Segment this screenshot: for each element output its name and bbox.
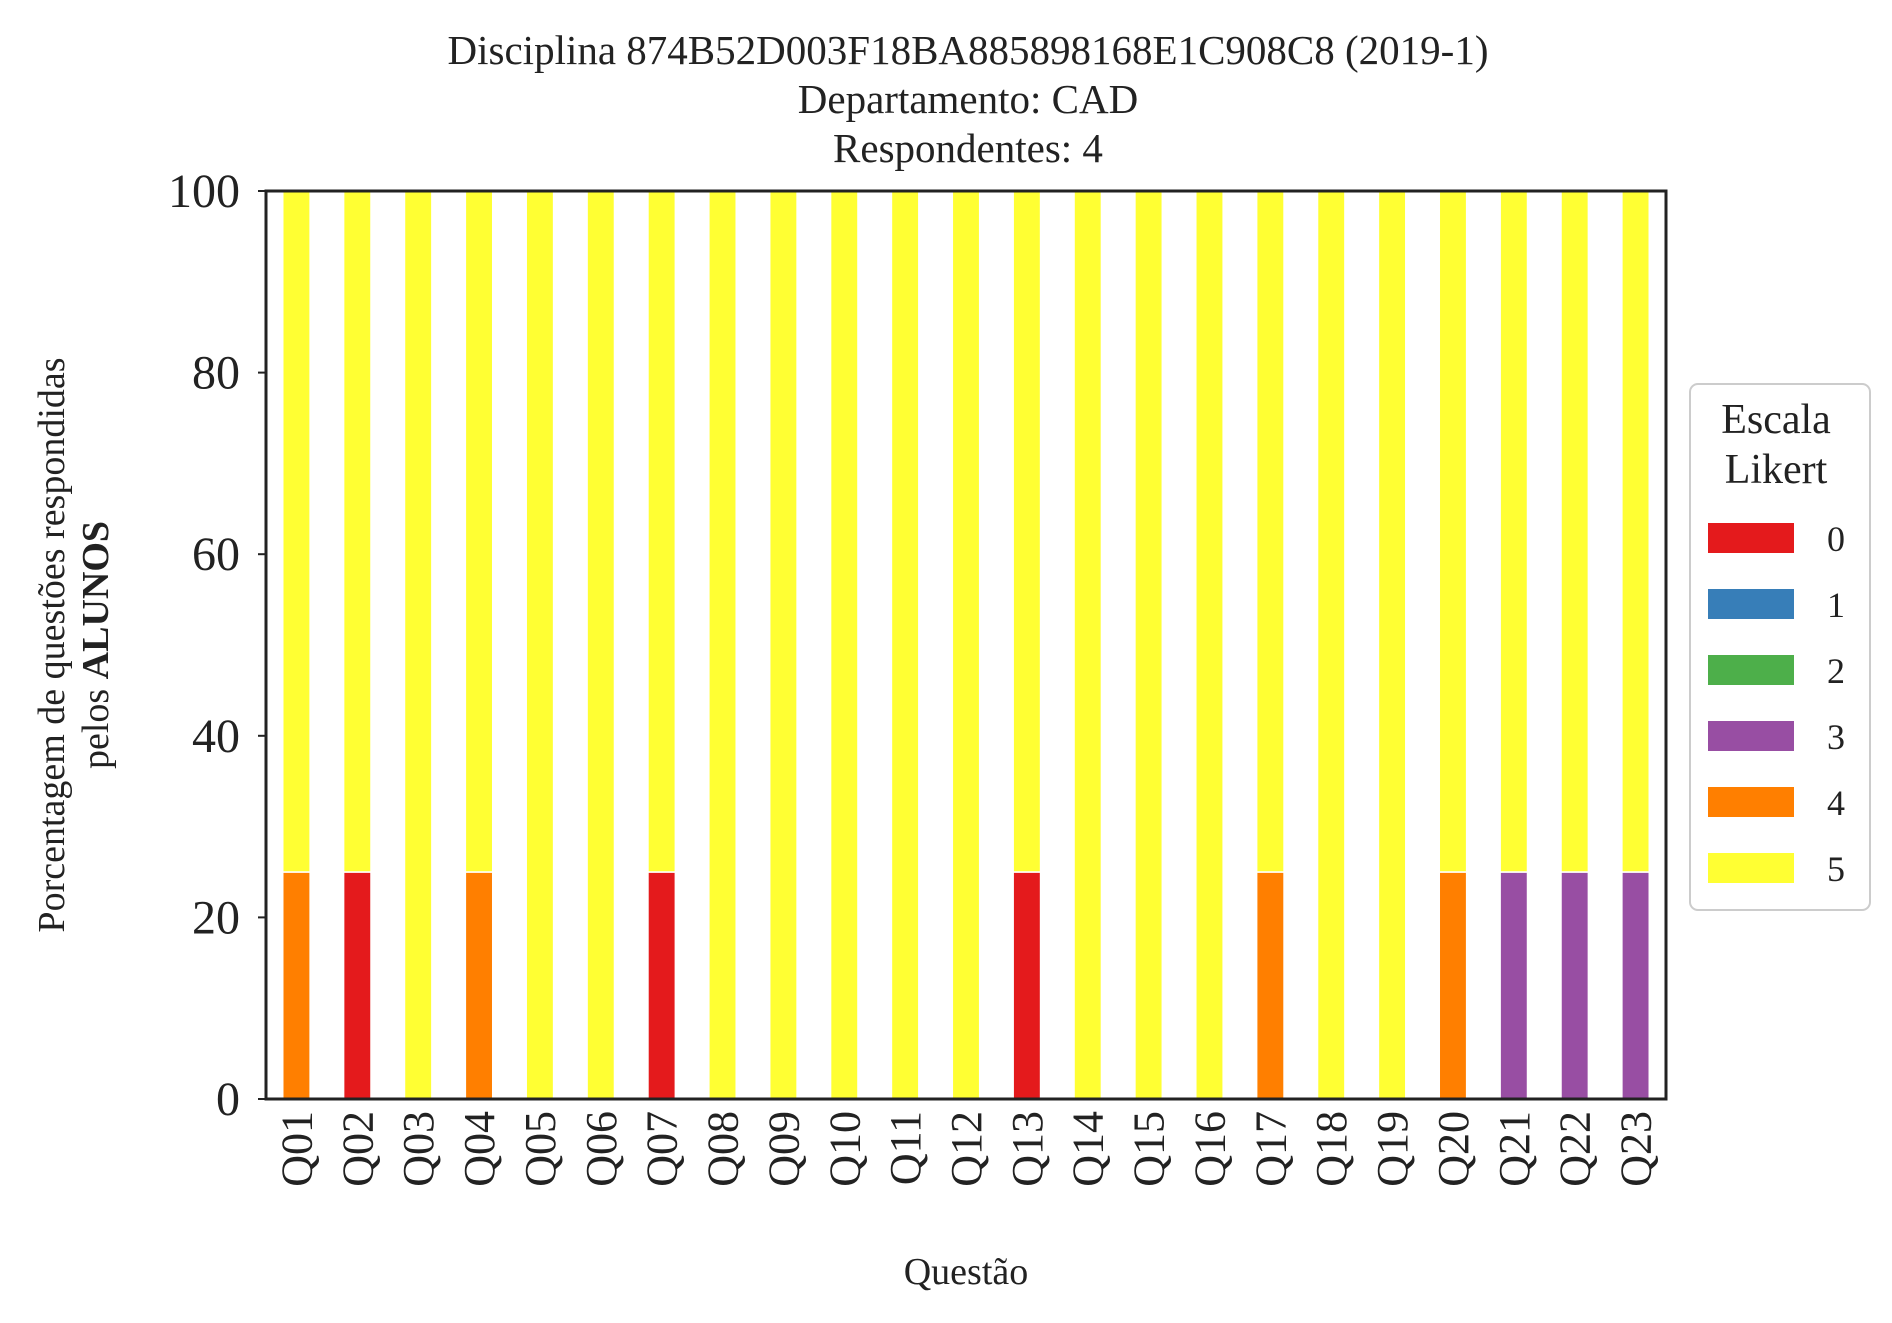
- legend-swatch-3: [1708, 721, 1794, 751]
- bar-segment-q05-level-5: [525, 190, 555, 1100]
- bar-segment-q02-level-0: [342, 871, 372, 1100]
- bar-segment-q01-level-4: [281, 871, 311, 1100]
- bar-segment-q13-level-5: [1012, 190, 1042, 873]
- bars-layer: [281, 190, 1651, 1100]
- y-axis-label-prefix: pelos: [75, 679, 117, 769]
- x-tick-label-q04: Q04: [455, 1111, 504, 1187]
- bar-segment-q04-level-5: [464, 190, 494, 873]
- x-tick-label-q23: Q23: [1612, 1111, 1661, 1187]
- bar-segment-q21-level-5: [1499, 190, 1529, 873]
- x-tick-label-q09: Q09: [759, 1111, 808, 1187]
- bar-segment-q14-level-5: [1073, 190, 1103, 1100]
- bar-segment-q09-level-5: [768, 190, 798, 1100]
- bar-segment-q22-level-3: [1560, 871, 1590, 1100]
- title-line-1: Disciplina 874B52D003F18BA885898168E1C90…: [448, 27, 1489, 73]
- legend-swatch-0: [1708, 523, 1794, 553]
- y-tick-label: 0: [216, 1073, 240, 1126]
- legend-title-line-1: Escala: [1721, 397, 1831, 443]
- chart-title: Disciplina 874B52D003F18BA885898168E1C90…: [448, 27, 1489, 171]
- bar-segment-q20-level-5: [1438, 190, 1468, 873]
- x-tick-label-q15: Q15: [1125, 1111, 1174, 1187]
- x-ticks-layer: Q01 Q02 Q03 Q04 Q05 Q06 Q07 Q08 Q09 Q10 Q11 Q12 Q13 Q…: [272, 1111, 1660, 1187]
- legend-label-0: 0: [1827, 519, 1845, 559]
- bar-segment-q12-level-5: [951, 190, 981, 1100]
- bar-segment-q20-level-4: [1438, 871, 1468, 1100]
- plot-frame: [264, 189, 1668, 1101]
- legend-items: 0 1 2 3 4 5: [1708, 519, 1845, 889]
- bar-segment-q03-level-5: [403, 190, 433, 1100]
- x-tick-label-q14: Q14: [1064, 1111, 1113, 1187]
- y-tick-label: 20: [192, 891, 240, 944]
- x-tick-label-q16: Q16: [1185, 1111, 1234, 1187]
- legend-label-5: 5: [1827, 849, 1845, 889]
- legend-label-4: 4: [1827, 783, 1845, 823]
- x-axis-label: Questão: [904, 1251, 1029, 1293]
- x-tick-label-q03: Q03: [394, 1111, 443, 1187]
- y-tick-label: 80: [192, 347, 240, 400]
- legend-swatch-5: [1708, 853, 1794, 883]
- bar-segment-q15-level-5: [1134, 190, 1164, 1100]
- y-axis-label-bold: ALUNOS: [75, 521, 117, 679]
- bar-segment-q06-level-5: [586, 190, 616, 1100]
- y-tick-label: 60: [192, 528, 240, 581]
- bar-segment-q02-level-5: [342, 190, 372, 873]
- bar-segment-q23-level-3: [1621, 871, 1651, 1100]
- x-tick-label-q20: Q20: [1429, 1111, 1478, 1187]
- x-tick-label-q18: Q18: [1307, 1111, 1356, 1187]
- legend-label-3: 3: [1827, 717, 1845, 757]
- x-tick-label-q13: Q13: [1003, 1111, 1052, 1187]
- bar-segment-q21-level-3: [1499, 871, 1529, 1100]
- legend-swatch-2: [1708, 655, 1794, 685]
- bar-segment-q16-level-5: [1195, 190, 1224, 1100]
- legend-box: [1689, 383, 1871, 911]
- bar-segment-q23-level-5: [1621, 190, 1651, 873]
- y-axis-label-line-1: Porcentagem de questões respondidas: [31, 357, 73, 932]
- y-axis-label: Porcentagem de questões respondidas pelo…: [31, 357, 117, 932]
- bar-segment-q10-level-5: [829, 190, 859, 1100]
- x-tick-label-q12: Q12: [942, 1111, 991, 1187]
- legend-label-1: 1: [1827, 585, 1845, 625]
- x-tick-label-q05: Q05: [516, 1111, 565, 1187]
- bar-segment-q07-level-5: [647, 190, 677, 873]
- legend-title-line-2: Likert: [1725, 447, 1828, 493]
- x-tick-label-q01: Q01: [272, 1111, 321, 1187]
- x-tick-label-q11: Q11: [881, 1111, 930, 1185]
- bar-segment-q17-level-4: [1255, 871, 1285, 1100]
- bar-segment-q11-level-5: [890, 190, 920, 1100]
- y-tick-label: 100: [168, 165, 240, 218]
- bar-segment-q17-level-5: [1255, 190, 1285, 873]
- bar-segment-q04-level-4: [464, 871, 494, 1100]
- bar-segment-q13-level-0: [1012, 871, 1042, 1100]
- y-axis-label-line-2: pelos ALUNOS: [75, 521, 117, 769]
- x-tick-label-q17: Q17: [1246, 1111, 1295, 1187]
- bar-segment-q18-level-5: [1316, 190, 1346, 1100]
- y-ticks-layer: 0 20 40 60 80 100: [168, 165, 266, 1126]
- x-tick-label-q10: Q10: [820, 1111, 869, 1187]
- x-tick-label-q22: Q22: [1551, 1111, 1600, 1187]
- bar-segment-q01-level-5: [281, 190, 311, 873]
- bar-segment-q07-level-0: [647, 871, 677, 1100]
- x-tick-label-q06: Q06: [577, 1111, 626, 1187]
- x-tick-label-q07: Q07: [638, 1111, 687, 1187]
- legend-swatch-4: [1708, 787, 1794, 817]
- legend-label-2: 2: [1827, 651, 1845, 691]
- title-line-2: Departamento: CAD: [798, 76, 1138, 122]
- bar-segment-q08-level-5: [708, 190, 737, 1100]
- title-line-3: Respondentes: 4: [833, 125, 1103, 171]
- bar-segment-q22-level-5: [1560, 190, 1590, 873]
- y-tick-label: 40: [192, 710, 240, 763]
- bar-segment-q19-level-5: [1377, 190, 1407, 1100]
- x-tick-label-q08: Q08: [699, 1111, 748, 1187]
- legend-swatch-1: [1708, 589, 1794, 619]
- x-tick-label-q19: Q19: [1368, 1111, 1417, 1187]
- x-tick-label-q21: Q21: [1490, 1111, 1539, 1187]
- legend: Escala Likert 0 1 2 3 4 5: [1689, 383, 1871, 911]
- x-tick-label-q02: Q02: [333, 1111, 382, 1187]
